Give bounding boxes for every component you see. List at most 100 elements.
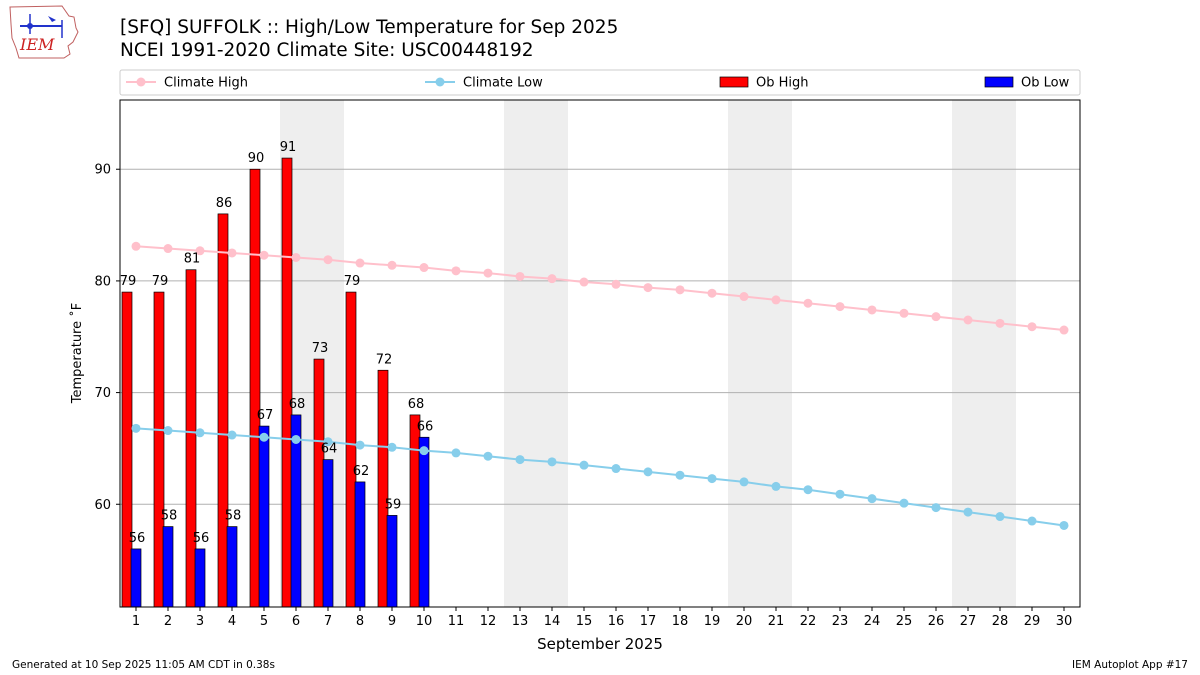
ob-low-bar-day-3 [194,548,206,608]
ob-high-bar-day-9 [377,369,389,608]
climate-high-point-day-27 [963,315,973,325]
x-tick-label-22: 22 [800,614,817,629]
climate-high-point-day-8 [355,258,365,268]
x-tick-label-11: 11 [448,614,465,629]
bars [121,157,430,608]
ob-high-label-day-2: 79 [152,274,169,289]
climate-high-point-day-20 [739,292,749,302]
climate-high-point-day-16 [611,279,621,289]
ob-high-bar-day-5 [249,168,261,608]
y-axis-label: Temperature ˚F [69,303,85,404]
ob-high-bar-day-2 [153,291,165,608]
climate-lines [131,241,1069,530]
ob-low-bar-day-10 [418,436,430,608]
ob-high-bar-day-8 [345,291,357,608]
x-tick-label-14: 14 [544,614,561,629]
climate-low-point-day-26 [931,503,941,513]
ob-high-bar-day-4 [217,213,229,608]
climate-low-point-day-14 [547,457,557,467]
x-tick-label-10: 10 [416,614,433,629]
climate-low-point-day-15 [579,460,589,470]
x-tick-label-1: 1 [132,614,140,629]
x-tick-label-9: 9 [388,614,396,629]
legend: Climate High Climate Low Ob High Ob Low [119,69,1081,96]
ob-low-label-day-1: 56 [129,531,146,546]
weekend-shade-3 [728,100,792,607]
climate-low-point-day-12 [483,451,493,461]
legend-ob-high-label: Ob High [756,76,809,91]
climate-high-point-day-9 [387,260,397,270]
ob-low-bar-day-2 [162,526,174,608]
legend-ob-high-swatch [719,76,749,88]
climate-high-point-day-7 [323,255,333,265]
climate-high-point-day-3 [195,246,205,256]
climate-low-point-day-25 [899,498,909,508]
climate-low-point-day-1 [131,423,141,433]
x-tick-label-4: 4 [228,614,236,629]
weekend-shade-2 [504,100,568,607]
climate-high-point-day-19 [707,288,717,298]
climate-high-point-day-11 [451,266,461,276]
ob-high-label-day-10: 68 [408,397,425,412]
ob-high-label-day-6: 91 [280,140,297,155]
x-tick-label-5: 5 [260,614,268,629]
climate-low-point-day-7 [323,437,333,447]
climate-high-point-day-6 [291,252,301,262]
climate-low-point-day-6 [291,434,301,444]
ob-low-label-day-3: 56 [193,531,210,546]
legend-ob-low-label: Ob Low [1021,76,1070,91]
climate-low-point-day-3 [195,428,205,438]
climate-high-point-day-5 [259,250,269,260]
legend-climate-high-marker [136,77,146,87]
ob-high-label-day-3: 81 [184,252,201,267]
weekend-shade-4 [952,100,1016,607]
climate-high-point-day-29 [1027,322,1037,332]
x-tick-label-18: 18 [672,614,689,629]
x-tick-label-12: 12 [480,614,497,629]
axes: 1 2 3 4 5 6 7 8 9 10 11 12 13 14 15 16 17 18 19 20 21 22 23 24 2… [94,163,1072,629]
climate-high-point-day-1 [131,241,141,251]
climate-low-point-day-29 [1027,516,1037,526]
ob-low-bar-day-8 [354,481,366,608]
x-tick-label-19: 19 [704,614,721,629]
climate-low-point-day-30 [1059,520,1069,530]
climate-high-point-day-23 [835,302,845,312]
climate-low-line [135,427,1065,527]
x-tick-label-23: 23 [832,614,849,629]
ob-low-label-day-8: 62 [353,464,370,479]
ob-low-label-day-10: 66 [417,419,434,434]
climate-high-point-day-14 [547,274,557,284]
x-tick-label-21: 21 [768,614,785,629]
x-tick-label-25: 25 [896,614,913,629]
x-tick-label-6: 6 [292,614,300,629]
ob-high-bar-day-1 [121,291,133,608]
ob-low-label-day-5: 67 [257,408,274,423]
y-tick-label-60: 60 [94,498,111,513]
climate-low-point-day-8 [355,440,365,450]
chart-title-line1: [SFQ] SUFFOLK :: High/Low Temperature fo… [120,17,619,38]
climate-low-point-day-11 [451,448,461,458]
y-tick-label-70: 70 [94,386,111,401]
climate-high-point-day-13 [515,271,525,281]
bar-value-labels: 79 79 81 86 90 91 73 79 72 68 56 58 56 58 67 68 64 62 59 66 [120,140,434,546]
x-tick-label-29: 29 [1024,614,1041,629]
plot-frame [119,99,1081,608]
climate-low-point-day-27 [963,507,973,517]
x-tick-label-20: 20 [736,614,753,629]
x-tick-label-2: 2 [164,614,172,629]
climate-high-point-day-26 [931,312,941,322]
legend-ob-low-swatch [984,76,1014,88]
climate-low-point-day-2 [163,426,173,436]
climate-high-point-day-4 [227,248,237,258]
x-tick-label-17: 17 [640,614,657,629]
y-tick-label-90: 90 [94,163,111,178]
climate-high-point-day-12 [483,268,493,278]
legend-climate-high-label: Climate High [164,76,248,91]
climate-low-point-day-9 [387,442,397,452]
climate-low-point-day-5 [259,432,269,442]
climate-low-point-day-20 [739,477,749,487]
x-axis-label: September 2025 [537,635,663,653]
climate-high-point-day-28 [995,318,1005,328]
x-tick-label-3: 3 [196,614,204,629]
